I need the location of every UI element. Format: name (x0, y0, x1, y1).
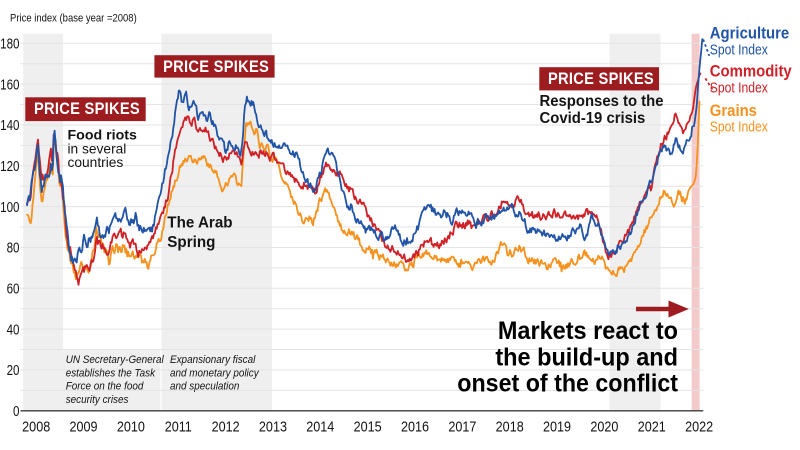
svg-text:2012: 2012 (212, 418, 240, 434)
svg-text:PRICE SPIKES: PRICE SPIKES (163, 58, 269, 76)
svg-text:180: 180 (0, 35, 19, 52)
svg-text:100: 100 (0, 199, 19, 216)
svg-text:40: 40 (7, 321, 20, 338)
svg-text:2019: 2019 (543, 418, 571, 434)
svg-text:80: 80 (7, 239, 20, 256)
svg-text:PRICE SPIKES: PRICE SPIKES (548, 70, 654, 88)
svg-text:2011: 2011 (165, 418, 192, 434)
svg-text:countries: countries (68, 154, 124, 170)
svg-text:2009: 2009 (70, 418, 98, 434)
svg-text:2015: 2015 (354, 418, 382, 434)
svg-text:Spot Index: Spot Index (710, 118, 768, 135)
svg-text:Food riots: Food riots (68, 128, 137, 144)
svg-text:120: 120 (0, 158, 19, 175)
svg-text:20: 20 (7, 362, 20, 379)
svg-text:Expansionary fiscal: Expansionary fiscal (170, 353, 256, 366)
svg-text:2013: 2013 (259, 418, 287, 434)
svg-text:160: 160 (0, 76, 19, 93)
svg-text:Spring: Spring (167, 234, 215, 251)
svg-text:60: 60 (7, 280, 20, 297)
svg-text:PRICE SPIKES: PRICE SPIKES (34, 100, 140, 118)
svg-text:Covid-19 crisis: Covid-19 crisis (540, 110, 646, 127)
svg-text:2021: 2021 (638, 418, 666, 434)
svg-text:onset of the conflict: onset of the conflict (457, 370, 678, 398)
svg-text:The Arab: The Arab (167, 214, 232, 231)
svg-text:2018: 2018 (496, 418, 524, 434)
svg-text:Agriculture: Agriculture (710, 25, 790, 43)
svg-text:Force on the food: Force on the food (66, 380, 145, 393)
svg-text:security crises: security crises (66, 393, 129, 406)
svg-text:2008: 2008 (22, 418, 50, 434)
svg-text:140: 140 (0, 117, 19, 134)
svg-text:Responses to the: Responses to the (540, 93, 664, 110)
svg-text:2020: 2020 (590, 418, 618, 434)
svg-text:Spot Index: Spot Index (710, 41, 768, 58)
svg-text:and monetary policy: and monetary policy (170, 367, 259, 380)
svg-text:Grains: Grains (710, 102, 757, 120)
svg-text:establishes the Task: establishes the Task (66, 367, 156, 380)
svg-text:UN Secretary-General: UN Secretary-General (66, 353, 165, 366)
svg-text:2010: 2010 (117, 418, 145, 434)
svg-text:in several: in several (68, 140, 127, 156)
svg-text:and speculation: and speculation (170, 380, 239, 393)
svg-text:Commodity: Commodity (710, 63, 792, 81)
svg-text:2014: 2014 (306, 418, 334, 434)
svg-text:the build-up and: the build-up and (495, 344, 678, 372)
svg-text:Markets react to: Markets react to (498, 317, 678, 345)
svg-text:Spot Index: Spot Index (710, 79, 768, 96)
svg-text:2022: 2022 (685, 418, 713, 434)
svg-text:2016: 2016 (401, 418, 429, 434)
svg-text:2017: 2017 (448, 418, 476, 434)
svg-text:0: 0 (13, 403, 19, 420)
svg-text:Price index (base year =2008): Price index (base year =2008) (10, 13, 137, 25)
